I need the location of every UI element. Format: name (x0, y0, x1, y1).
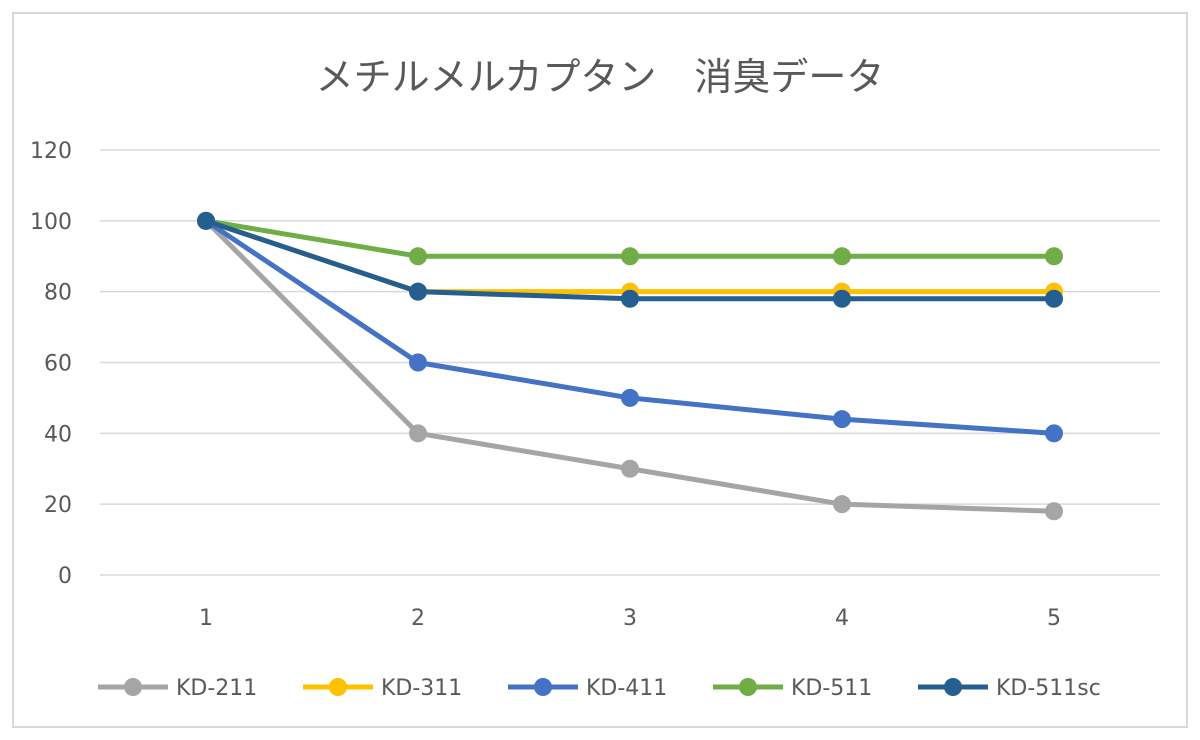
x-axis-ticks: 1 2 3 4 5 (199, 606, 1061, 631)
legend-label: KD-311 (381, 676, 462, 701)
legend-item: KD-211 (98, 676, 257, 701)
x-tick-label: 4 (835, 606, 849, 631)
legend-label: KD-211 (176, 676, 257, 701)
x-tick-label: 2 (411, 606, 425, 631)
series-lines (197, 211, 1063, 521)
legend-item: KD-511sc (918, 676, 1101, 701)
y-tick-label: 80 (44, 281, 72, 306)
legend-item: KD-411 (508, 676, 667, 701)
data-point (621, 388, 639, 407)
x-tick-label: 5 (1047, 606, 1061, 631)
legend-marker (739, 678, 757, 696)
chart-title: メチルメルカプタン 消臭データ (316, 55, 885, 99)
legend-marker (124, 678, 142, 696)
data-point (1045, 424, 1063, 443)
legend-label: KD-511 (791, 676, 872, 701)
data-point (409, 247, 427, 266)
data-point (409, 353, 427, 372)
y-tick-label: 120 (30, 139, 72, 164)
legend-marker (944, 678, 962, 696)
data-point (833, 247, 851, 266)
y-axis-ticks: 0 20 40 60 80 100 120 (30, 139, 72, 589)
legend-item: KD-511 (713, 676, 872, 701)
legend-label: KD-411 (586, 676, 667, 701)
x-tick-label: 1 (199, 606, 213, 631)
data-point (1045, 289, 1063, 308)
legend-label: KD-511sc (996, 676, 1101, 701)
data-point (1045, 502, 1063, 521)
data-point (621, 459, 639, 478)
x-tick-label: 3 (623, 606, 637, 631)
data-point (621, 247, 639, 266)
y-tick-label: 20 (44, 493, 72, 518)
data-point (833, 289, 851, 308)
data-point (621, 289, 639, 308)
data-point (833, 495, 851, 514)
data-point (833, 410, 851, 429)
legend-marker (329, 678, 347, 696)
legend-marker (534, 678, 552, 696)
series-kd-511sc (197, 211, 1063, 308)
data-point (409, 282, 427, 301)
data-point (1045, 247, 1063, 266)
y-tick-label: 40 (44, 422, 72, 447)
data-point (197, 211, 215, 230)
y-tick-label: 60 (44, 352, 72, 377)
legend-item: KD-311 (303, 676, 462, 701)
series-kd-411 (197, 211, 1063, 443)
series-kd-511 (197, 211, 1063, 266)
y-tick-label: 0 (58, 564, 72, 589)
data-point (409, 424, 427, 443)
chart-frame (12, 12, 1188, 728)
legend: KD-211 KD-311 KD-411 KD-511 KD-511sc (98, 676, 1101, 701)
y-tick-label: 100 (30, 210, 72, 235)
